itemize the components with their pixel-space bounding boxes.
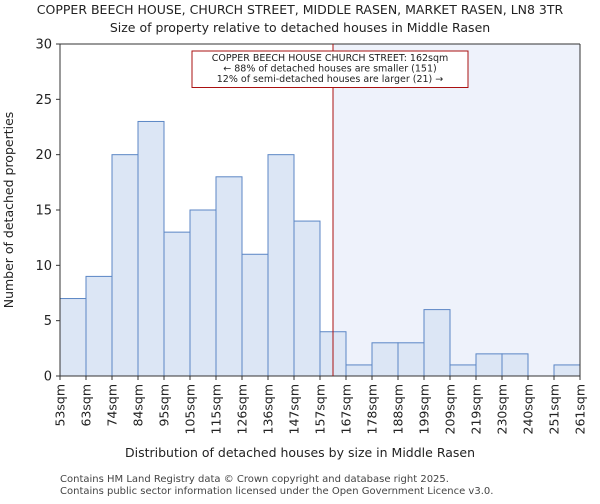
footer-line-2: Contains public sector information licen…: [60, 486, 493, 497]
y-tick-label-15: 15: [35, 204, 52, 219]
x-axis-label: Distribution of detached houses by size …: [125, 445, 475, 460]
bar-84sqm: [137, 120, 165, 377]
bar-105sqm: [189, 209, 217, 377]
y-tick-label-0: 0: [44, 370, 52, 385]
bar-209sqm: [449, 364, 477, 377]
x-tick-label-147sqm: 147sqm: [287, 384, 302, 434]
bar-126sqm: [241, 253, 269, 377]
footer-line-1: Contains HM Land Registry data © Crown c…: [60, 474, 449, 485]
chart-subtitle: Size of property relative to detached ho…: [110, 20, 490, 35]
x-tick-label-136sqm: 136sqm: [261, 384, 276, 434]
bar-199sqm: [423, 309, 451, 377]
y-tick-label-5: 5: [44, 314, 52, 329]
x-tick-label-178sqm: 178sqm: [365, 384, 380, 434]
y-tick-label-30: 30: [35, 38, 52, 53]
annotation-box: [191, 50, 469, 88]
x-tick-label-157sqm: 157sqm: [313, 384, 328, 434]
annotation-line-3: 12% of semi-detached houses are larger (…: [217, 74, 444, 85]
chart-title: COPPER BEECH HOUSE, CHURCH STREET, MIDDL…: [37, 2, 564, 17]
bar-53sqm: [59, 298, 87, 377]
bar-74sqm: [111, 154, 139, 377]
x-tick-label-74sqm: 74sqm: [105, 384, 120, 427]
x-tick-label-105sqm: 105sqm: [183, 384, 198, 434]
x-tick-label-230sqm: 230sqm: [495, 384, 510, 434]
y-tick-label-10: 10: [35, 259, 52, 274]
bar-188sqm: [397, 342, 425, 377]
x-tick-label-126sqm: 126sqm: [235, 384, 250, 434]
y-tick-label-20: 20: [35, 148, 52, 163]
bar-63sqm: [85, 275, 113, 377]
bar-219sqm: [475, 353, 503, 377]
bar-95sqm: [163, 231, 191, 377]
x-tick-label-188sqm: 188sqm: [391, 384, 406, 434]
annotation-line-2: ← 88% of detached houses are smaller (15…: [223, 64, 436, 75]
y-tick-label-25: 25: [35, 93, 52, 108]
larger-region-shade: [333, 44, 580, 376]
x-tick-label-209sqm: 209sqm: [443, 384, 458, 434]
annotation-line-1: COPPER BEECH HOUSE CHURCH STREET: 162sqm: [212, 53, 449, 64]
x-tick-label-115sqm: 115sqm: [209, 384, 224, 434]
bar-230sqm: [501, 353, 529, 377]
y-axis-label: Number of detached properties: [1, 112, 16, 309]
x-tick-label-251sqm: 251sqm: [547, 384, 562, 434]
bar-167sqm: [345, 364, 373, 377]
bar-147sqm: [293, 220, 321, 377]
bar-136sqm: [267, 154, 295, 377]
x-tick-label-167sqm: 167sqm: [339, 384, 354, 434]
x-tick-label-199sqm: 199sqm: [417, 384, 432, 434]
x-tick-label-240sqm: 240sqm: [521, 384, 536, 434]
bar-178sqm: [371, 342, 399, 377]
x-tick-label-95sqm: 95sqm: [157, 384, 172, 427]
plot-area: 0 5 10 15 20 25 30 53sqm 63sqm 74sqm 84sqm 95sqm 105…: [35, 38, 587, 435]
bar-251sqm: [553, 364, 581, 377]
bar-115sqm: [215, 176, 243, 377]
x-tick-label-261sqm: 261sqm: [573, 384, 588, 434]
x-tick-label-53sqm: 53sqm: [53, 384, 68, 427]
x-tick-label-84sqm: 84sqm: [131, 384, 146, 427]
x-tick-label-219sqm: 219sqm: [469, 384, 484, 434]
x-tick-label-63sqm: 63sqm: [79, 384, 94, 427]
